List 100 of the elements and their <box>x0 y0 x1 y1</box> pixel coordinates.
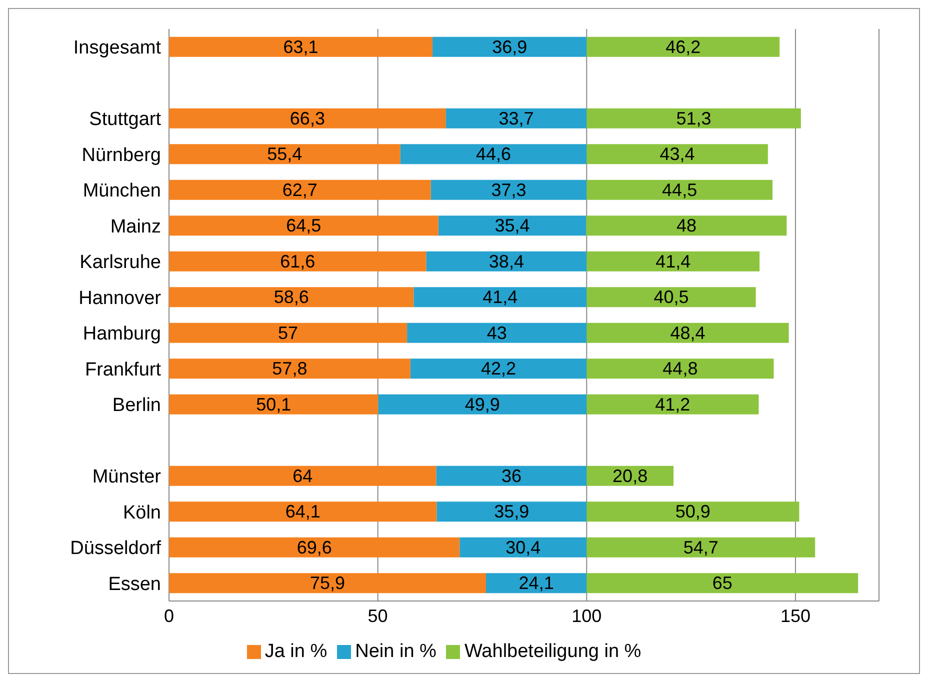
bar <box>586 537 816 558</box>
data-label: 69,6 <box>296 537 332 558</box>
y-tick-label: Münster <box>92 466 162 488</box>
bar <box>586 502 800 522</box>
bar <box>407 322 587 343</box>
data-label: 24,1 <box>518 573 554 594</box>
data-label: 46,2 <box>666 36 701 57</box>
legend-label: Nein in % <box>355 641 436 662</box>
y-tick-label: Hamburg <box>82 324 161 345</box>
bar <box>169 216 438 236</box>
y-tick-label: Karlsruhe <box>80 252 161 274</box>
data-label: 62,7 <box>282 180 318 200</box>
x-tick-label: 50 <box>368 606 388 626</box>
y-tick-label: Düsseldorf <box>70 538 162 560</box>
data-label: 64 <box>292 466 313 486</box>
data-label: 41,2 <box>655 394 690 414</box>
data-label: 57,8 <box>272 358 308 379</box>
legend-label: Wahlbeteiligung in % <box>464 641 642 662</box>
data-label: 50,9 <box>675 502 710 522</box>
bar <box>378 394 587 414</box>
bar <box>586 144 768 164</box>
y-tick-label: Essen <box>108 574 161 595</box>
data-label: 64,5 <box>286 216 322 236</box>
bar <box>169 180 431 200</box>
y-tick-label: Insgesamt <box>73 38 162 59</box>
data-label: 30,4 <box>506 537 541 558</box>
bar <box>460 537 587 558</box>
data-label: 48,4 <box>670 322 706 343</box>
data-label: 44,6 <box>476 144 512 164</box>
y-tick-label: Mainz <box>110 216 161 238</box>
bar <box>169 358 410 379</box>
data-label: 65 <box>712 573 732 594</box>
data-label: 36 <box>501 466 522 486</box>
data-label: 36,9 <box>492 36 528 57</box>
data-label: 38,4 <box>488 251 524 272</box>
data-label: 75,9 <box>310 573 346 594</box>
bar <box>414 287 587 308</box>
x-tick-label: 150 <box>780 606 810 626</box>
data-label: 33,7 <box>498 108 534 128</box>
x-tick-label: 0 <box>164 606 174 626</box>
data-label: 54,7 <box>683 537 718 558</box>
bar <box>586 287 756 308</box>
data-label: 42,2 <box>481 358 516 379</box>
bar <box>426 251 587 272</box>
bar <box>169 36 433 57</box>
data-label: 48 <box>676 216 696 236</box>
data-label: 64,1 <box>285 502 320 522</box>
y-tick-label: Berlin <box>112 395 161 416</box>
bar <box>169 251 426 272</box>
data-label: 66,3 <box>290 108 325 128</box>
data-label: 50,1 <box>256 394 292 414</box>
bar <box>432 36 587 57</box>
data-label: 35,4 <box>494 216 530 236</box>
data-label: 20,8 <box>612 466 648 486</box>
data-label: 43 <box>486 322 507 343</box>
bar <box>169 322 408 343</box>
bar <box>586 216 787 236</box>
bar <box>436 466 587 486</box>
bar <box>586 322 789 343</box>
data-label: 63,1 <box>283 36 318 57</box>
data-label: 49,9 <box>464 394 500 414</box>
bar <box>586 394 759 414</box>
y-tick-label: Hannover <box>78 288 162 309</box>
data-label: 61,6 <box>280 251 316 272</box>
data-label: 41,4 <box>656 251 691 272</box>
x-tick-label: 100 <box>572 606 602 626</box>
bar <box>586 36 780 57</box>
data-label: 44,5 <box>662 180 698 200</box>
bar <box>169 502 437 522</box>
data-label: 43,4 <box>660 144 695 164</box>
bar <box>586 358 774 379</box>
bar <box>446 108 587 128</box>
bar <box>430 180 587 200</box>
bar <box>169 394 378 414</box>
data-label: 41,4 <box>482 287 518 308</box>
bar <box>438 216 586 236</box>
bar <box>586 108 801 128</box>
bar <box>169 537 460 558</box>
data-label: 40,5 <box>654 287 689 308</box>
legend-label: Ja in % <box>264 641 328 662</box>
data-label: 57 <box>278 322 298 343</box>
bar <box>169 573 486 594</box>
y-tick-label: Nürnberg <box>82 144 161 166</box>
data-label: 58,6 <box>274 287 309 308</box>
bar <box>586 573 858 594</box>
data-label: 55,4 <box>267 144 302 164</box>
data-label: 37,3 <box>491 180 526 200</box>
y-tick-label: Frankfurt <box>84 359 162 380</box>
bar <box>169 108 446 128</box>
data-label: 44,8 <box>662 358 698 379</box>
data-label: 51,3 <box>676 108 712 128</box>
bar <box>169 466 436 486</box>
bar <box>169 144 400 164</box>
bar <box>586 180 772 200</box>
bar <box>436 502 587 522</box>
bar <box>486 573 587 594</box>
bar <box>410 358 587 379</box>
data-label: 35,9 <box>494 502 530 522</box>
bar <box>400 144 587 164</box>
bar <box>586 251 760 272</box>
